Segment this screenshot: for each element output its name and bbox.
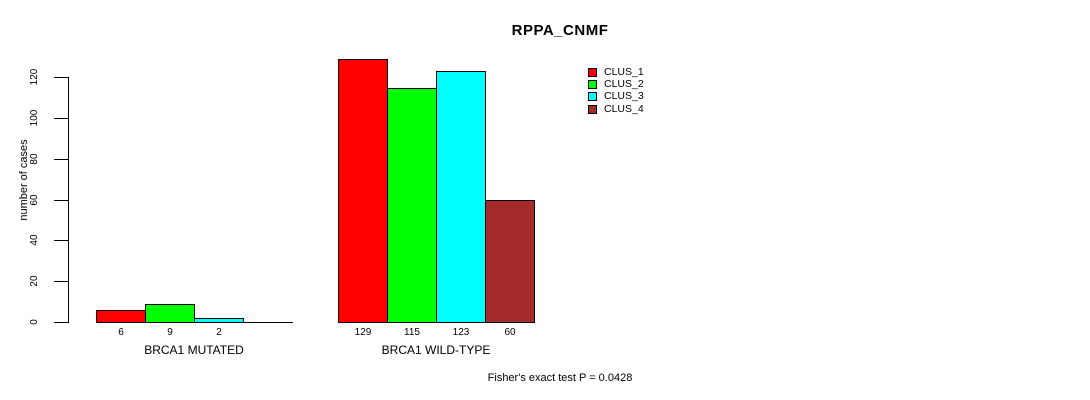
bar-value-label: 60 xyxy=(504,327,516,338)
chart-title: RPPA_CNMF xyxy=(511,22,609,39)
legend-label: CLUS_3 xyxy=(604,90,644,103)
legend-item: CLUS_4 xyxy=(588,103,644,115)
bar xyxy=(485,200,535,323)
bar-value-label: 2 xyxy=(216,327,222,338)
y-axis-line xyxy=(68,77,69,323)
y-tick xyxy=(54,118,68,119)
bar xyxy=(96,310,146,323)
y-tick-label: 20 xyxy=(29,275,40,287)
y-tick-label: 60 xyxy=(29,194,40,206)
bar-value-label: 115 xyxy=(404,327,420,338)
legend-label: CLUS_2 xyxy=(604,78,644,91)
legend-swatch xyxy=(588,80,597,90)
y-tick xyxy=(54,159,68,160)
legend-label: CLUS_1 xyxy=(604,65,644,78)
y-tick-label: 0 xyxy=(29,319,40,325)
annotation: Fisher's exact test P = 0.0428 xyxy=(487,372,633,384)
bar-value-label: 129 xyxy=(354,327,372,338)
bar xyxy=(194,318,244,323)
legend-swatch xyxy=(588,92,597,102)
group-label: BRCA1 WILD-TYPE xyxy=(381,343,491,357)
legend-label: CLUS_4 xyxy=(604,102,644,115)
bar xyxy=(338,59,388,323)
legend-item: CLUS_3 xyxy=(588,91,644,103)
legend-item: CLUS_2 xyxy=(588,78,644,90)
bar xyxy=(387,88,437,323)
y-tick xyxy=(54,240,68,241)
bar xyxy=(145,304,195,323)
y-tick-label: 40 xyxy=(29,234,40,246)
y-tick xyxy=(54,200,68,201)
bar-zero-height xyxy=(243,322,293,323)
y-tick-label: 120 xyxy=(29,68,40,86)
legend-item: CLUS_1 xyxy=(588,66,644,78)
y-tick-label: 80 xyxy=(29,153,40,165)
y-tick-label: 100 xyxy=(29,109,40,127)
legend: CLUS_1 CLUS_2 CLUS_3 CLUS_4 xyxy=(588,66,644,116)
bar-value-label: 123 xyxy=(452,327,470,338)
bar xyxy=(436,71,486,323)
legend-swatch xyxy=(588,67,597,77)
bar-value-label: 9 xyxy=(167,327,173,338)
y-tick xyxy=(54,77,68,78)
group-label: BRCA1 MUTATED xyxy=(144,343,244,357)
y-tick xyxy=(54,281,68,282)
bar-value-label: 6 xyxy=(118,327,124,338)
y-tick xyxy=(54,322,68,323)
legend-swatch xyxy=(588,104,597,114)
